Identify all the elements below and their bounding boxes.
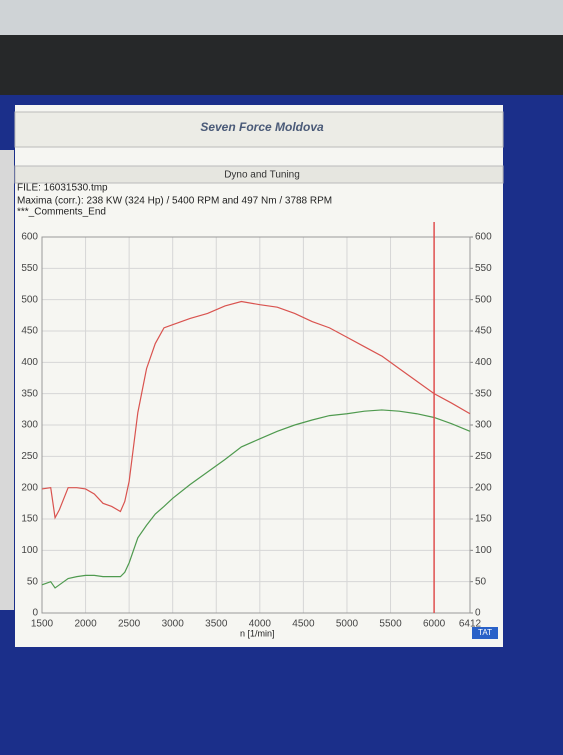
line bbox=[41, 409, 471, 589]
y2-tick-label: 350 bbox=[475, 388, 492, 399]
y2-tick-label: 0 bbox=[475, 608, 481, 619]
info-line: Maxima (corr.): 238 KW (324 Hp) / 5400 R… bbox=[17, 196, 332, 207]
title: Seven Force Moldova bbox=[200, 120, 324, 134]
window bbox=[15, 105, 503, 647]
y-tick-label: 350 bbox=[21, 388, 38, 399]
y-tick-label: 400 bbox=[21, 357, 38, 368]
button[interactable] bbox=[472, 627, 498, 639]
plot-frame bbox=[41, 236, 471, 614]
y2-tick-label: 100 bbox=[475, 545, 492, 556]
y-tick-label: 50 bbox=[27, 576, 39, 587]
x-tick-label: 2000 bbox=[74, 619, 97, 630]
x-tick-label: 2500 bbox=[118, 619, 141, 630]
y2-tick-label: 300 bbox=[475, 420, 492, 431]
y2-tick-label: 600 bbox=[475, 232, 492, 243]
bezel bbox=[0, 35, 563, 95]
y2-tick-label: 450 bbox=[475, 326, 492, 337]
y-tick-label: 250 bbox=[21, 451, 38, 462]
info-line: FILE: 16031530.tmp bbox=[17, 183, 108, 194]
y-tick-label: 200 bbox=[21, 482, 38, 493]
x-axis-label: n [1/min] bbox=[240, 628, 275, 638]
line bbox=[41, 300, 471, 520]
y-tick-label: 600 bbox=[21, 232, 38, 243]
room bbox=[0, 0, 563, 40]
x-tick-label: 4000 bbox=[249, 619, 272, 630]
y2-tick-label: 50 bbox=[475, 576, 487, 587]
x-tick-label: 3000 bbox=[162, 619, 185, 630]
x-tick-label: 4500 bbox=[292, 619, 315, 630]
x-tick-label: 6000 bbox=[423, 619, 446, 630]
x-tick-label: 5500 bbox=[379, 619, 402, 630]
x-tick-label: 5000 bbox=[336, 619, 359, 630]
info-line: ***_Comments_End bbox=[17, 207, 106, 218]
y-tick-label: 500 bbox=[21, 294, 38, 305]
side-panel bbox=[0, 150, 14, 610]
y-tick-label: 550 bbox=[21, 263, 38, 274]
button-label[interactable]: TAT bbox=[478, 628, 492, 637]
y-tick-label: 0 bbox=[32, 608, 38, 619]
x-tick-label: 1500 bbox=[31, 619, 54, 630]
y2-tick-label: 400 bbox=[475, 357, 492, 368]
x-tick-label: 3500 bbox=[205, 619, 228, 630]
subtitle: Dyno and Tuning bbox=[224, 170, 300, 181]
subtitle-bar bbox=[14, 165, 504, 184]
y-tick-label: 450 bbox=[21, 326, 38, 337]
y-tick-label: 300 bbox=[21, 420, 38, 431]
title-bar bbox=[14, 111, 504, 148]
y2-tick-label: 150 bbox=[475, 514, 492, 525]
y2-tick-label: 200 bbox=[475, 482, 492, 493]
x-tick-label: 6412 bbox=[459, 619, 482, 630]
y2-tick-label: 550 bbox=[475, 263, 492, 274]
y2-tick-label: 500 bbox=[475, 294, 492, 305]
y-tick-label: 100 bbox=[21, 545, 38, 556]
y-tick-label: 150 bbox=[21, 514, 38, 525]
y2-tick-label: 250 bbox=[475, 451, 492, 462]
